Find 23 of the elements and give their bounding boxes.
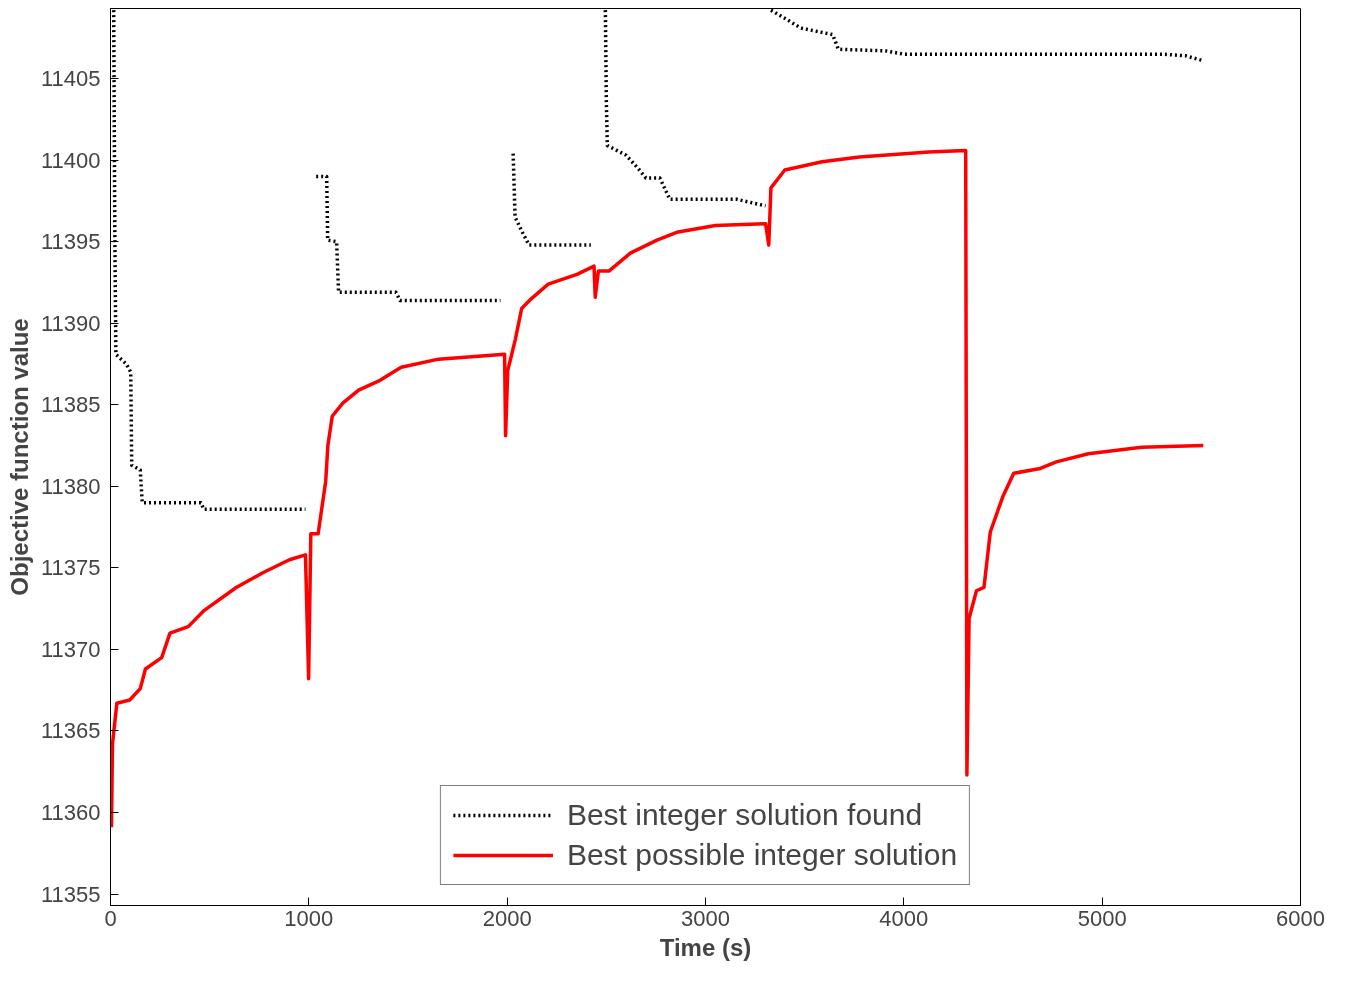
x-tick-label: 2000 (482, 905, 532, 931)
x-tick-label: 6000 (1276, 905, 1325, 931)
y-tick-label: 11355 (40, 881, 101, 907)
x-tick-label: 1000 (284, 905, 334, 931)
y-tick-label: 11365 (40, 718, 101, 744)
y-tick-label: 11370 (40, 636, 101, 662)
legend-label: Best possible integer solution (566, 838, 958, 872)
y-tick-label: 11375 (40, 555, 101, 581)
y-tick-label: 11390 (40, 310, 101, 336)
y-axis-title: Objective function value (5, 318, 33, 596)
x-axis-title: Time (s) (659, 933, 752, 961)
y-tick-label: 11380 (40, 473, 101, 499)
x-tick-label: 3000 (681, 905, 730, 931)
y-tick-label: 11385 (40, 392, 101, 418)
y-tick-label: 11400 (40, 147, 101, 173)
y-tick-label: 11395 (40, 229, 101, 255)
line-series (110, 148, 1206, 829)
x-tick-label: 4000 (879, 905, 929, 931)
y-tick-label: 11360 (40, 800, 101, 826)
legend-label: Best integer solution found (566, 798, 923, 832)
y-tick-label: 11405 (40, 66, 101, 92)
x-tick-label: 5000 (1077, 905, 1127, 931)
x-tick-label: 0 (104, 905, 117, 931)
